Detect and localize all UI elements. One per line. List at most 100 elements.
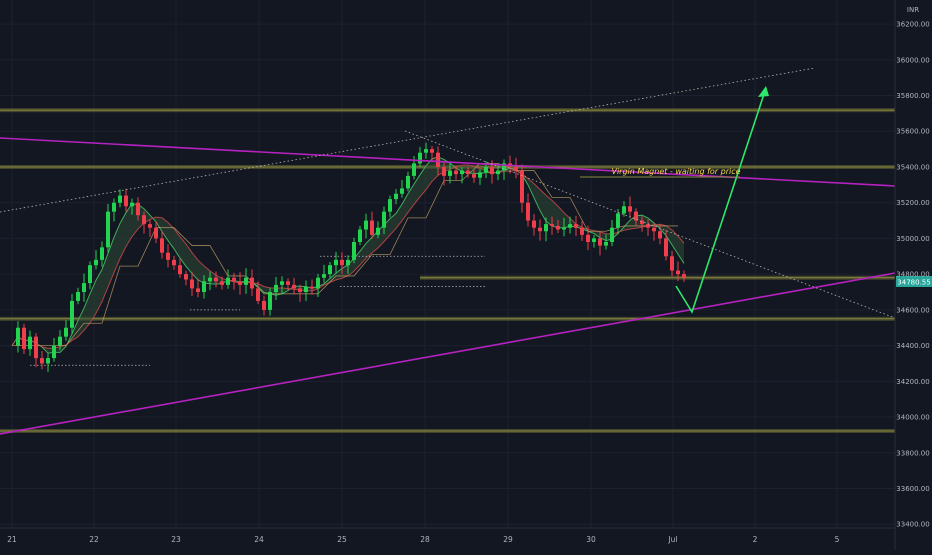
candle-body: [322, 274, 326, 278]
candle-body: [550, 224, 554, 226]
candle-body: [652, 227, 656, 232]
y-tick-label: 34800.00: [896, 271, 929, 279]
candle-body: [526, 202, 530, 221]
y-tick-label: 36200.00: [896, 21, 929, 29]
candle-body: [376, 227, 380, 235]
candle-body: [58, 336, 62, 346]
x-tick-label: Jul: [667, 535, 677, 544]
x-tick-label: 30: [586, 535, 596, 544]
candle-body: [580, 227, 584, 235]
currency-label: INR: [907, 6, 919, 14]
candle-body: [664, 238, 668, 257]
candle-body: [520, 170, 524, 203]
candle-body: [346, 259, 350, 266]
candle-body: [82, 283, 86, 293]
y-tick-label: 34400.00: [896, 342, 929, 350]
candle-body: [382, 211, 386, 228]
candle-body: [40, 358, 44, 364]
candle-body: [214, 277, 218, 282]
candle-body: [514, 166, 518, 171]
candle-body: [484, 166, 488, 173]
candle-body: [622, 206, 626, 214]
x-tick-label: 28: [420, 535, 430, 544]
candle-body: [298, 288, 302, 293]
candle-body: [208, 277, 212, 282]
candle-body: [130, 202, 134, 207]
candle-body: [502, 163, 506, 171]
candle-body: [34, 336, 38, 359]
candle-body: [466, 170, 470, 175]
candle-body: [238, 281, 242, 285]
x-tick-label: 2: [753, 535, 758, 544]
candle-body: [304, 286, 308, 293]
x-tick-label: 21: [7, 535, 17, 544]
candle-body: [286, 281, 290, 285]
falling-dotted-trendline: [404, 130, 896, 319]
candle-body: [112, 202, 116, 212]
candle-body: [178, 265, 182, 275]
candle-body: [166, 252, 170, 260]
candles: [16, 142, 686, 372]
ichimoku-cloud: [12, 156, 684, 354]
candle-body: [532, 220, 536, 228]
candle-body: [412, 163, 416, 176]
candle-body: [250, 277, 254, 289]
candle-body: [388, 199, 392, 212]
candle-body: [340, 259, 344, 266]
candle-body: [202, 281, 206, 293]
candle-body: [160, 238, 164, 253]
candle-body: [244, 277, 248, 285]
candle-body: [406, 175, 410, 189]
candle-body: [28, 336, 32, 350]
candle-body: [316, 277, 320, 289]
candle-body: [640, 220, 644, 225]
candle-body: [556, 225, 560, 230]
candle-body: [472, 174, 476, 178]
candle-body: [262, 300, 266, 310]
candle-body: [118, 195, 122, 203]
candle-body: [310, 286, 314, 289]
candle-body: [424, 149, 428, 153]
candle-body: [490, 166, 494, 175]
projection-arrowhead: [758, 86, 769, 97]
candle-body: [100, 247, 104, 260]
candle-body: [352, 241, 356, 260]
candle-body: [88, 265, 92, 284]
annotations: Virgin Magnet - waiting for price: [611, 167, 740, 176]
candle-body: [70, 300, 74, 328]
y-tick-label: 36000.00: [896, 56, 929, 64]
candle-body: [196, 288, 200, 293]
candle-body: [448, 170, 452, 176]
candle-body: [658, 231, 662, 239]
last-price-label: 34780.55: [897, 279, 930, 287]
candle-body: [676, 270, 680, 275]
projection-arrow: [580, 86, 769, 314]
candle-body: [256, 288, 260, 301]
candle-body: [274, 284, 278, 293]
y-tick-label: 35800.00: [896, 92, 929, 100]
x-tick-label: 25: [337, 535, 347, 544]
candle-body: [568, 224, 572, 228]
candle-body: [172, 259, 176, 266]
candle-body: [292, 284, 296, 289]
candle-body: [226, 277, 230, 285]
candle-body: [460, 170, 464, 175]
upper-resistance-trendline: [0, 137, 896, 187]
candle-body: [76, 292, 80, 301]
y-tick-label: 33800.00: [896, 449, 929, 457]
virgin-magnet-annotation: Virgin Magnet - waiting for price: [611, 167, 740, 176]
candle-body: [220, 281, 224, 285]
candle-body: [418, 152, 422, 164]
candle-body: [106, 211, 110, 248]
candle-body: [592, 238, 596, 242]
candle-body: [562, 227, 566, 230]
candle-body: [670, 256, 674, 271]
candle-body: [142, 215, 146, 225]
candle-body: [358, 229, 362, 242]
candle-body: [190, 279, 194, 289]
candle-body: [370, 220, 374, 235]
candle-body: [604, 241, 608, 246]
